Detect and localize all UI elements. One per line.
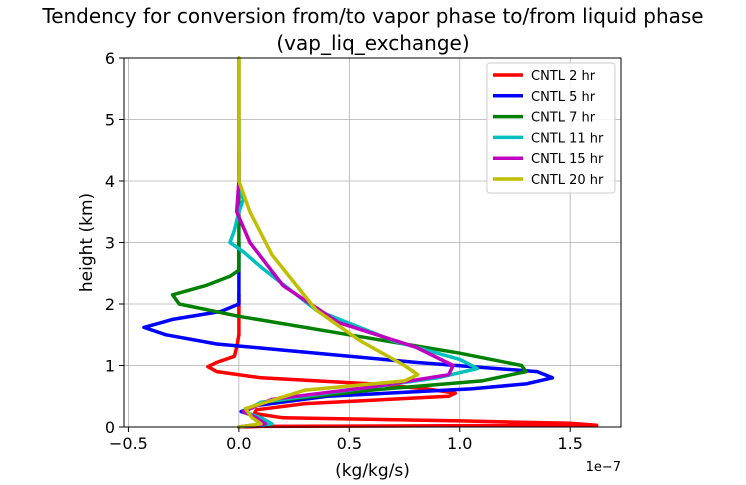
- legend-label-cntl-2-hr: CNTL 2 hr: [531, 69, 596, 84]
- chart-title: Tendency for conversion from/to vapor ph…: [41, 4, 703, 28]
- x-tick-label: 0.0: [226, 434, 251, 453]
- series-layer: [142, 56, 599, 429]
- x-axis-label: (kg/kg/s): [335, 461, 410, 481]
- legend-label-cntl-7-hr: CNTL 7 hr: [531, 111, 596, 126]
- chart-subtitle: (vap_liq_exchange): [276, 31, 469, 55]
- y-tick-label: 2: [105, 295, 115, 314]
- series-line-cntl-11-hr: [228, 117, 480, 429]
- legend-label-cntl-5-hr: CNTL 5 hr: [531, 90, 596, 105]
- legend-label-cntl-15-hr: CNTL 15 hr: [531, 152, 604, 167]
- legend: CNTL 2 hr CNTL 5 hr CNTL 7 hr CNTL 11 hr CNT…: [486, 62, 616, 194]
- x-tick-label: −0.5: [109, 434, 148, 453]
- series-line-cntl-20-hr: [237, 56, 420, 429]
- x-tick-label: 1.0: [447, 434, 472, 453]
- axis-ticks: −0.5 0.0 0.5 1.0 1.5 0 1 2 3 4 5 6: [105, 49, 583, 453]
- legend-label-cntl-20-hr: CNTL 20 hr: [531, 173, 604, 188]
- y-tick-label: 5: [105, 111, 115, 130]
- x-tick-label: 0.5: [337, 434, 362, 453]
- plot-frame: [123, 57, 622, 428]
- legend-label-cntl-11-hr: CNTL 11 hr: [531, 131, 604, 146]
- x-axis-offset-label: 1e−7: [586, 460, 621, 475]
- y-tick-label: 6: [105, 49, 115, 68]
- x-tick-label: 1.5: [557, 434, 582, 453]
- y-tick-label: 1: [105, 357, 115, 376]
- y-tick-label: 0: [105, 418, 115, 437]
- y-tick-label: 3: [105, 234, 115, 253]
- y-axis-label: height (km): [77, 193, 97, 292]
- y-tick-label: 4: [105, 172, 115, 191]
